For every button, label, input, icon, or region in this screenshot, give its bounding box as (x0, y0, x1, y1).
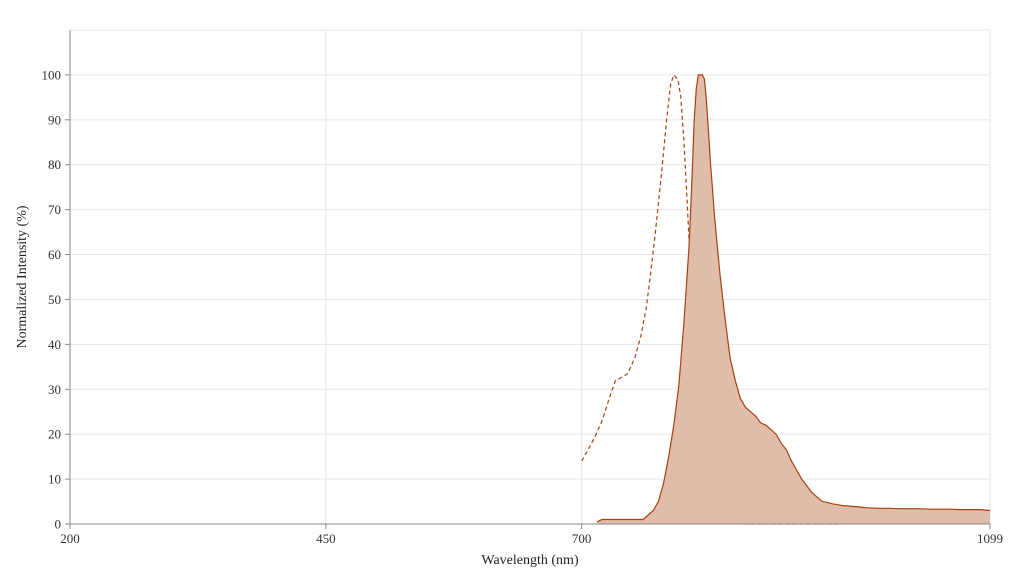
emission-line (596, 74, 991, 523)
y-tick-label: 40 (48, 337, 61, 352)
x-axis-title: Wavelength (nm) (481, 553, 579, 568)
y-tick-label: 60 (48, 247, 61, 262)
y-tick-label: 10 (48, 472, 61, 487)
x-tick-group: 200 450 700 1099 (60, 524, 1003, 546)
y-tick-label: 90 (48, 112, 61, 127)
axes (69, 30, 990, 525)
excitation-line (581, 73, 838, 525)
x-tick-label: 200 (60, 531, 80, 546)
y-tick-group: 0 10 20 30 40 50 60 70 80 90 100 (42, 67, 70, 532)
x-tick-label: 1099 (977, 531, 1003, 546)
series-layer (581, 73, 991, 525)
y-axis-title: Normalized Intensity (%) (15, 205, 30, 348)
y-tick-label: 70 (48, 202, 61, 217)
x-tick-label: 700 (572, 531, 592, 546)
y-tick-label: 0 (55, 517, 62, 532)
y-tick-label: 80 (48, 157, 61, 172)
y-tick-label: 50 (48, 292, 61, 307)
y-tick-label: 100 (42, 67, 62, 82)
y-tick-label: 30 (48, 382, 61, 397)
y-tick-label: 20 (48, 427, 61, 442)
emission-area (597, 74, 990, 525)
grid (69, 29, 991, 525)
x-tick-label: 450 (316, 531, 336, 546)
